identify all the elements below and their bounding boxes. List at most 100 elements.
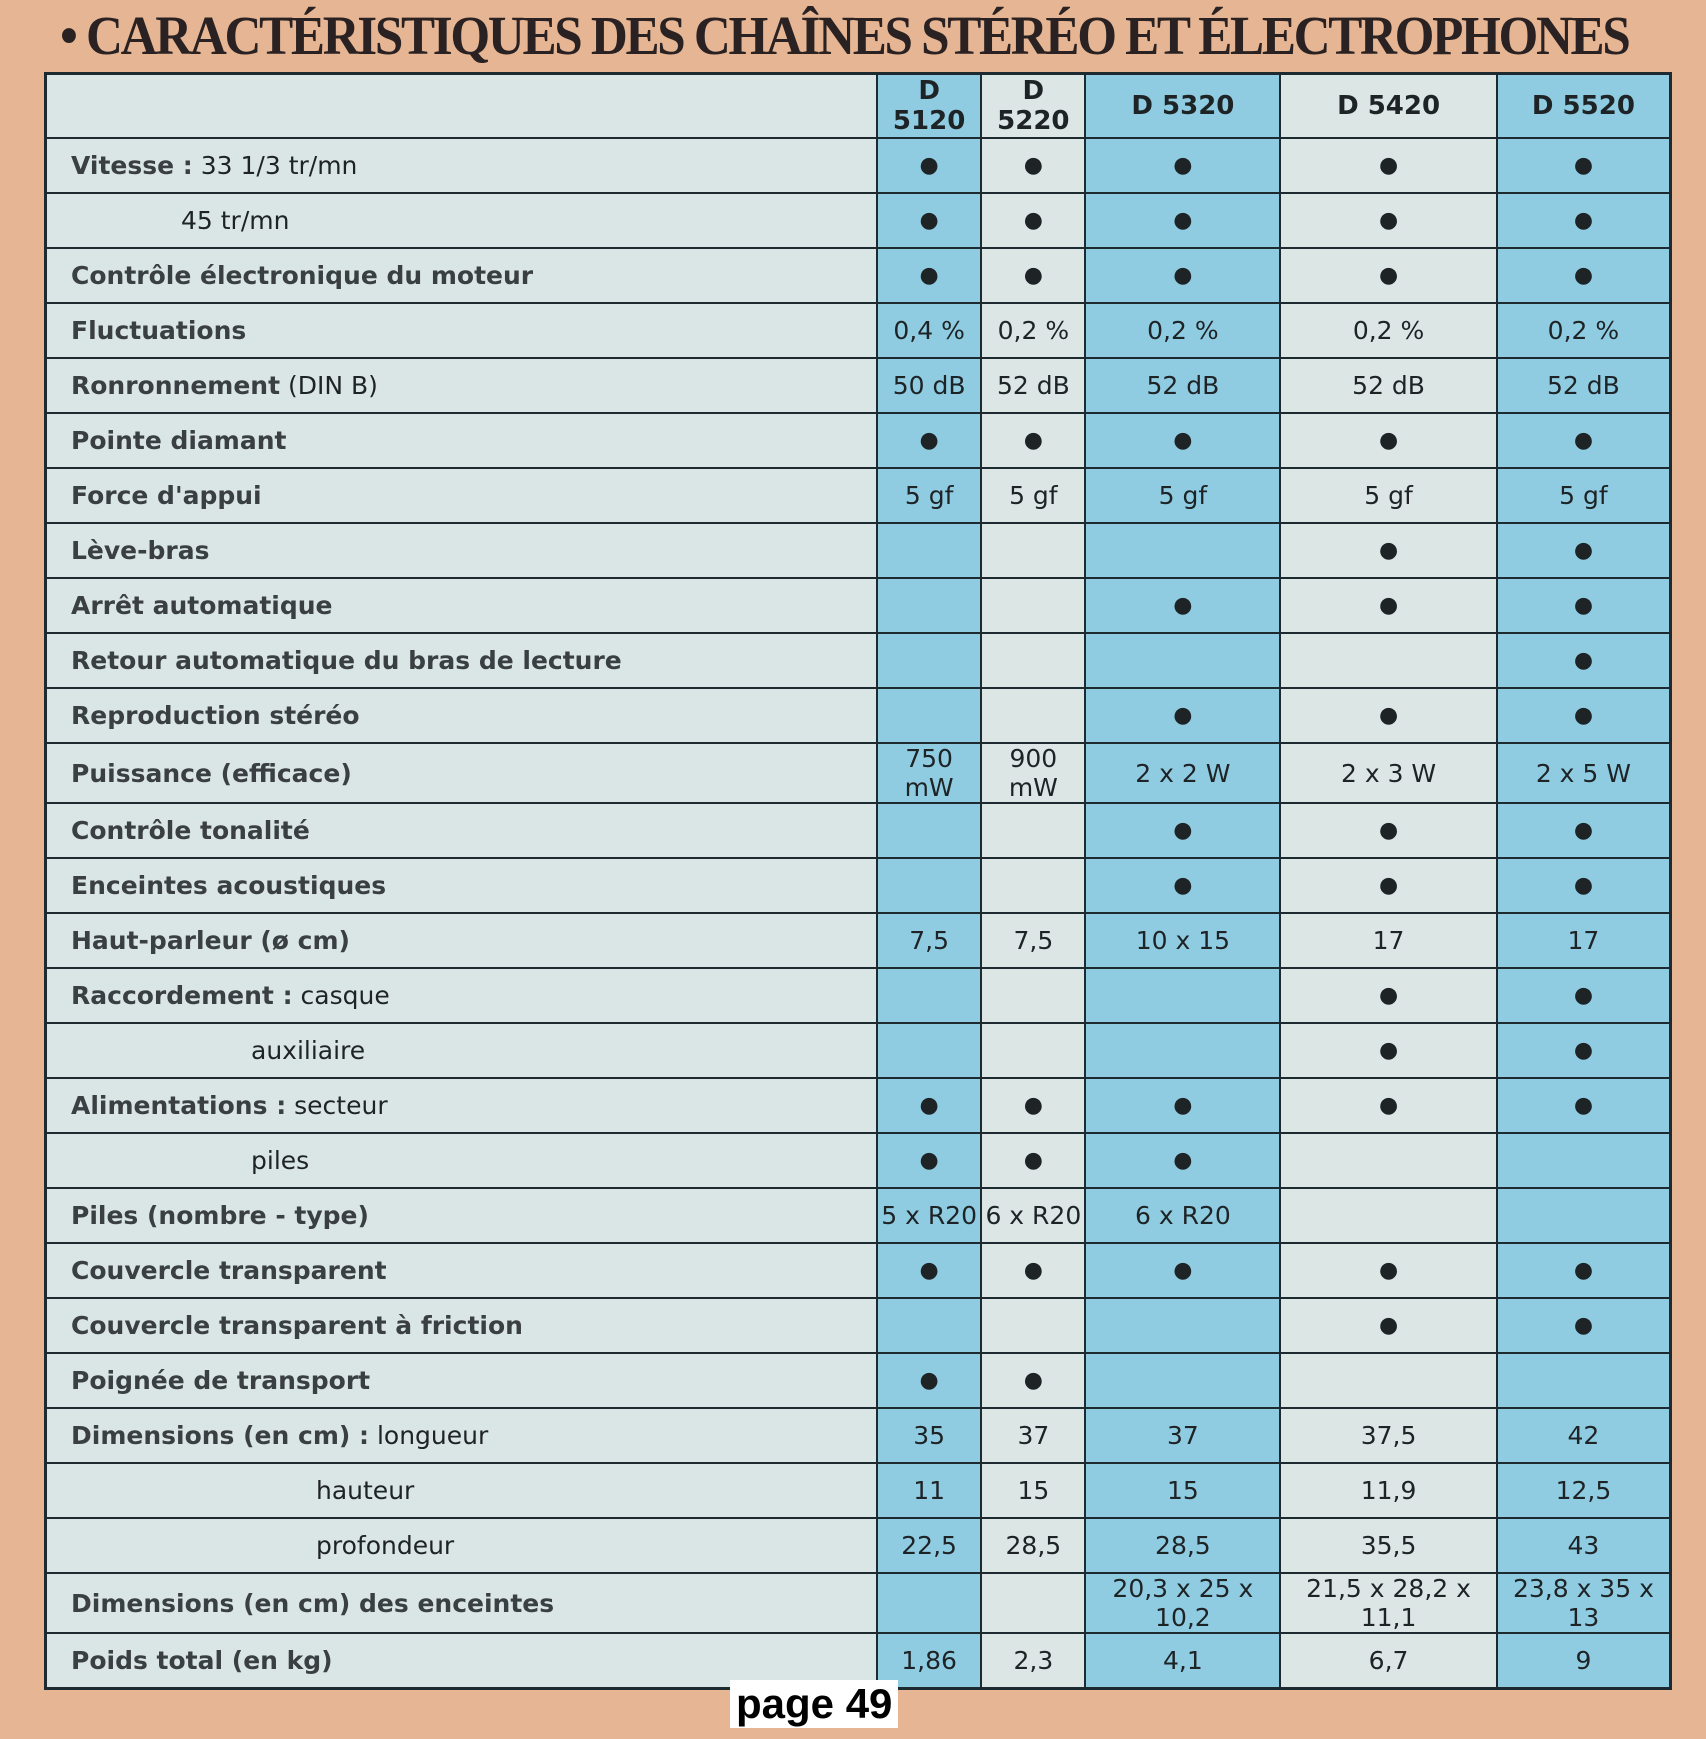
spec-value	[875, 1022, 983, 1079]
spec-value: 22,5	[875, 1517, 983, 1574]
spec-value: 20,3 x 25 x 10,2	[1084, 1572, 1282, 1634]
table-row: Vitesse : 33 1/3 tr/mn ● ● ● ● ●	[44, 137, 1672, 194]
table-row: Alimentations : secteur ● ● ● ● ●	[44, 1077, 1672, 1134]
feature-dot-icon: ●	[1279, 857, 1498, 914]
spec-value: 12,5	[1495, 1462, 1672, 1519]
row-label-main: Retour automatique du bras de lecture	[71, 646, 622, 675]
spec-value: 5 gf	[875, 467, 983, 524]
row-label: Raccordement : casque	[44, 967, 878, 1024]
feature-dot-icon: ●	[875, 412, 983, 469]
row-label-detail: hauteur	[316, 1476, 415, 1505]
spec-value: 2 x 3 W	[1279, 742, 1498, 804]
spec-value: 9	[1495, 1632, 1672, 1690]
feature-dot-icon: ●	[1495, 412, 1672, 469]
feature-dot-icon: ●	[980, 1352, 1087, 1409]
row-label-detail: auxiliaire	[251, 1036, 366, 1065]
table-row: Retour automatique du bras de lecture ●	[44, 632, 1672, 689]
spec-value: 21,5 x 28,2 x 11,1	[1279, 1572, 1498, 1634]
feature-dot-icon: ●	[1495, 1022, 1672, 1079]
feature-dot-icon: ●	[875, 247, 983, 304]
row-label-main: Reproduction stéréo	[71, 701, 360, 730]
row-label-detail: casque	[292, 981, 390, 1010]
feature-dot-icon: ●	[1279, 247, 1498, 304]
spec-value: 15	[980, 1462, 1087, 1519]
table-row: Arrêt automatique ● ● ●	[44, 577, 1672, 634]
feature-dot-icon: ●	[1279, 687, 1498, 744]
table-row: piles ● ● ●	[44, 1132, 1672, 1189]
feature-dot-icon: ●	[1279, 192, 1498, 249]
table-row: Dimensions (en cm) des enceintes 20,3 x 2…	[44, 1572, 1672, 1634]
spec-value	[1084, 1352, 1282, 1409]
feature-dot-icon: ●	[1279, 1242, 1498, 1299]
spec-value: 6,7	[1279, 1632, 1498, 1690]
feature-dot-icon: ●	[980, 1077, 1087, 1134]
spec-value	[980, 522, 1087, 579]
column-header-model: D 5320	[1084, 72, 1282, 139]
spec-value: 37,5	[1279, 1407, 1498, 1464]
spec-value: 0,2 %	[1279, 302, 1498, 359]
feature-dot-icon: ●	[1279, 522, 1498, 579]
feature-dot-icon: ●	[1084, 687, 1282, 744]
spec-value: 5 x R20	[875, 1187, 983, 1244]
table-row: Contrôle électronique du moteur ● ● ● ● ●	[44, 247, 1672, 304]
row-label: Fluctuations	[44, 302, 878, 359]
row-label-main: Haut-parleur (ø cm)	[71, 926, 350, 955]
row-label-main: Fluctuations	[71, 316, 247, 345]
row-label-main: Alimentations :	[71, 1091, 287, 1120]
spec-value	[875, 857, 983, 914]
specs-body: Vitesse : 33 1/3 tr/mn ● ● ● ● ● 45 tr/mn ● ● ● ● ●…	[44, 137, 1672, 1690]
spec-value: 52 dB	[1495, 357, 1672, 414]
row-label: Retour automatique du bras de lecture	[44, 632, 878, 689]
table-row: Reproduction stéréo ● ● ●	[44, 687, 1672, 744]
table-row: Lève-bras ● ●	[44, 522, 1672, 579]
row-label: Pointe diamant	[44, 412, 878, 469]
spec-value: 11,9	[1279, 1462, 1498, 1519]
row-label-main: Couvercle transparent	[71, 1256, 387, 1285]
row-label-main: Force d'appui	[71, 481, 262, 510]
spec-value: 17	[1495, 912, 1672, 969]
spec-value	[1495, 1187, 1672, 1244]
spec-value	[1279, 1132, 1498, 1189]
row-label-detail: profondeur	[316, 1531, 455, 1560]
feature-dot-icon: ●	[980, 192, 1087, 249]
row-label: Couvercle transparent	[44, 1242, 878, 1299]
table-row: Pointe diamant ● ● ● ● ●	[44, 412, 1672, 469]
spec-value	[1279, 1352, 1498, 1409]
column-header-model: D 5120	[875, 72, 983, 139]
table-row: Poignée de transport ● ●	[44, 1352, 1672, 1409]
table-row: Enceintes acoustiques ● ● ●	[44, 857, 1672, 914]
spec-value	[875, 577, 983, 634]
feature-dot-icon: ●	[1279, 1022, 1498, 1079]
feature-dot-icon: ●	[1279, 802, 1498, 859]
spec-value: 28,5	[980, 1517, 1087, 1574]
feature-dot-icon: ●	[980, 412, 1087, 469]
spec-value: 42	[1495, 1407, 1672, 1464]
spec-value: 50 dB	[875, 357, 983, 414]
row-label-main: Piles (nombre - type)	[71, 1201, 369, 1230]
spec-value	[980, 857, 1087, 914]
spec-value: 35	[875, 1407, 983, 1464]
spec-value	[875, 522, 983, 579]
feature-dot-icon: ●	[1495, 1242, 1672, 1299]
table-row: Piles (nombre - type) 5 x R20 6 x R20 6 x R…	[44, 1187, 1672, 1244]
spec-value	[1084, 1297, 1282, 1354]
spec-value	[875, 1297, 983, 1354]
spec-value: 43	[1495, 1517, 1672, 1574]
row-label: 45 tr/mn	[44, 192, 878, 249]
feature-dot-icon: ●	[875, 1132, 983, 1189]
row-label: Piles (nombre - type)	[44, 1187, 878, 1244]
row-label: Arrêt automatique	[44, 577, 878, 634]
spec-value	[1084, 967, 1282, 1024]
row-label-main: Ronronnement	[71, 371, 281, 400]
feature-dot-icon: ●	[980, 1132, 1087, 1189]
specs-table: D 5120 D 5220 D 5320 D 5420 D 5520 Vitesse :…	[44, 72, 1672, 1690]
spec-value: 10 x 15	[1084, 912, 1282, 969]
feature-dot-icon: ●	[1495, 192, 1672, 249]
feature-dot-icon: ●	[1495, 1077, 1672, 1134]
feature-dot-icon: ●	[1495, 687, 1672, 744]
feature-dot-icon: ●	[980, 247, 1087, 304]
row-label-main: Poids total (en kg)	[71, 1646, 333, 1675]
column-header-model: D 5220	[980, 72, 1087, 139]
spec-value: 37	[980, 1407, 1087, 1464]
row-label: Couvercle transparent à friction	[44, 1297, 878, 1354]
